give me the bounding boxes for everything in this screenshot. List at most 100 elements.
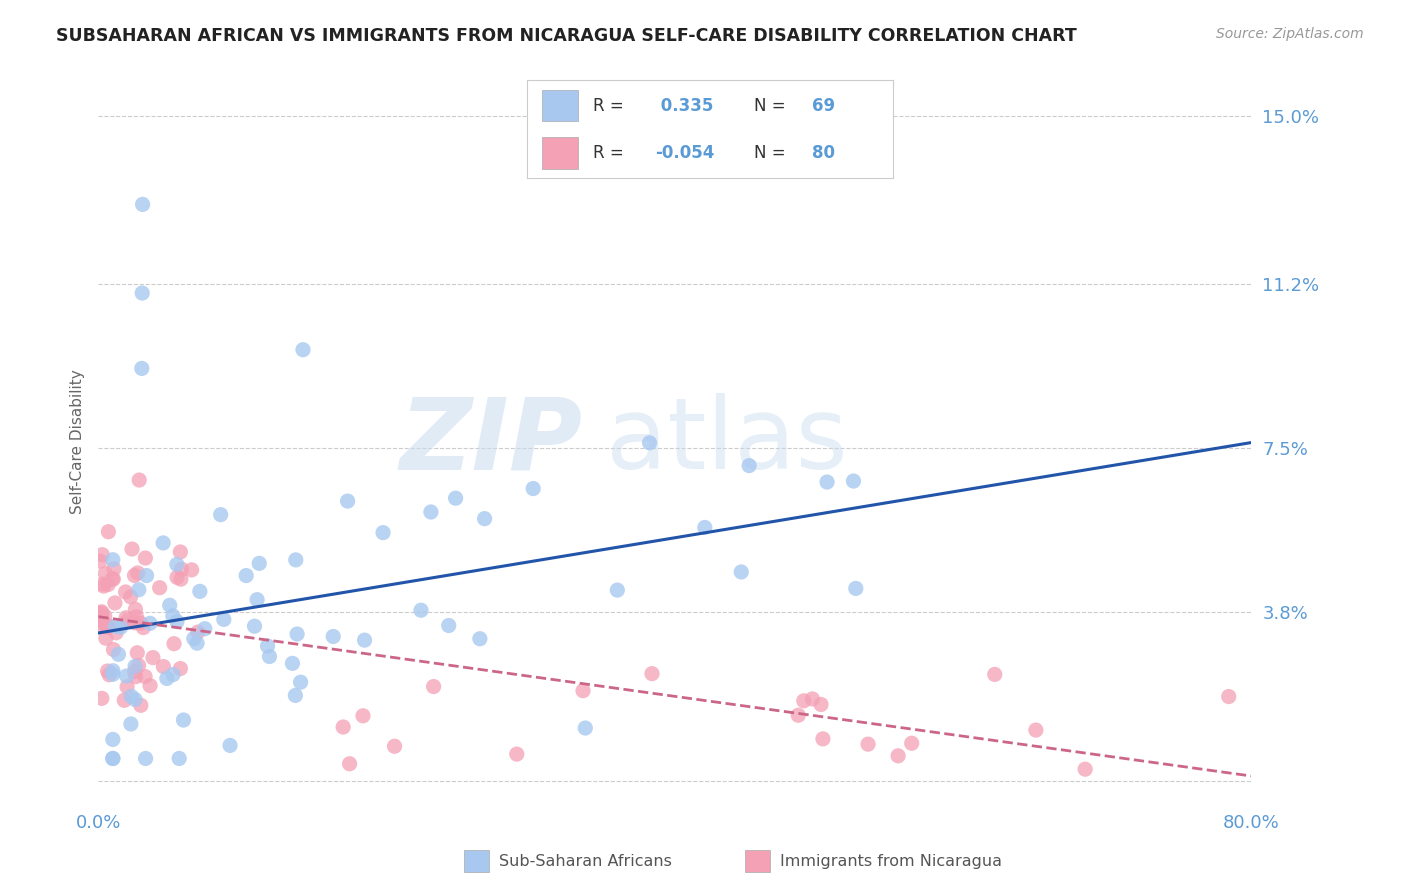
Point (97, 577, 120, 591)
Text: R =: R = (593, 144, 628, 161)
Point (124, 692, 146, 706)
Point (444, 491, 467, 506)
Point (235, 568, 257, 582)
Point (801, 692, 824, 706)
Point (186, 636, 208, 650)
Text: Immigrants from Nicaragua: Immigrants from Nicaragua (780, 855, 1002, 869)
Point (152, 659, 174, 673)
Point (134, 551, 156, 566)
Point (212, 612, 235, 626)
Point (135, 568, 157, 582)
Point (89, 614, 111, 628)
Point (811, 731, 834, 746)
Point (474, 511, 496, 525)
Point (188, 584, 211, 599)
Point (984, 667, 1007, 681)
Point (89, 606, 111, 620)
Point (384, 739, 406, 754)
Point (91, 606, 114, 620)
Point (1218, 690, 1240, 704)
Point (91, 577, 114, 591)
Point (89, 618, 111, 632)
Point (419, 505, 441, 519)
Point (1025, 723, 1047, 737)
Point (124, 659, 146, 673)
Point (169, 545, 191, 559)
Point (101, 751, 124, 765)
Point (332, 720, 354, 734)
Point (97, 524, 120, 539)
Point (124, 665, 146, 679)
Point (120, 690, 142, 704)
Point (259, 649, 281, 664)
Point (120, 590, 142, 604)
Point (131, 286, 153, 301)
Point (572, 683, 595, 698)
Point (117, 614, 139, 628)
Point (104, 619, 127, 633)
Point (169, 661, 191, 675)
Point (90, 691, 112, 706)
Point (94, 617, 117, 632)
Point (506, 747, 529, 761)
Point (101, 751, 124, 765)
Point (97, 664, 120, 678)
Point (166, 558, 188, 572)
Point (256, 639, 278, 653)
Point (290, 675, 312, 690)
Point (129, 698, 152, 713)
Point (641, 666, 664, 681)
Point (121, 542, 143, 557)
Point (162, 667, 184, 681)
Point (219, 739, 242, 753)
Point (128, 582, 150, 597)
Point (125, 670, 148, 684)
Point (89, 554, 111, 568)
Point (112, 693, 135, 707)
Point (352, 708, 374, 723)
Point (128, 473, 150, 487)
Point (129, 616, 152, 631)
Point (97, 619, 120, 633)
Point (815, 475, 838, 489)
Point (110, 620, 132, 634)
Point (101, 732, 124, 747)
Point (738, 458, 761, 473)
Point (336, 494, 359, 508)
Point (285, 627, 308, 641)
Point (115, 611, 138, 625)
Point (91, 548, 114, 562)
Point (127, 646, 149, 660)
Point (152, 536, 174, 550)
Point (468, 632, 491, 646)
Point (522, 482, 544, 496)
Text: N =: N = (754, 97, 790, 115)
Point (162, 608, 184, 623)
Point (135, 751, 157, 765)
Point (1074, 762, 1097, 776)
Point (103, 642, 125, 657)
Point (292, 343, 315, 357)
Point (638, 435, 661, 450)
Point (101, 664, 124, 678)
Point (120, 717, 142, 731)
Text: Sub-Saharan Africans: Sub-Saharan Africans (499, 855, 672, 869)
Point (124, 568, 146, 582)
Point (131, 197, 153, 211)
Text: -0.054: -0.054 (655, 144, 714, 161)
Point (842, 474, 865, 488)
Point (187, 625, 209, 640)
Point (209, 508, 232, 522)
Point (693, 520, 716, 534)
Point (409, 603, 432, 617)
Point (243, 619, 266, 633)
Point (125, 609, 148, 624)
Point (107, 648, 129, 662)
Point (132, 621, 155, 635)
Point (845, 582, 868, 596)
Point (170, 562, 193, 576)
Point (97, 620, 120, 634)
Point (284, 553, 307, 567)
Point (284, 689, 307, 703)
Point (115, 680, 138, 694)
